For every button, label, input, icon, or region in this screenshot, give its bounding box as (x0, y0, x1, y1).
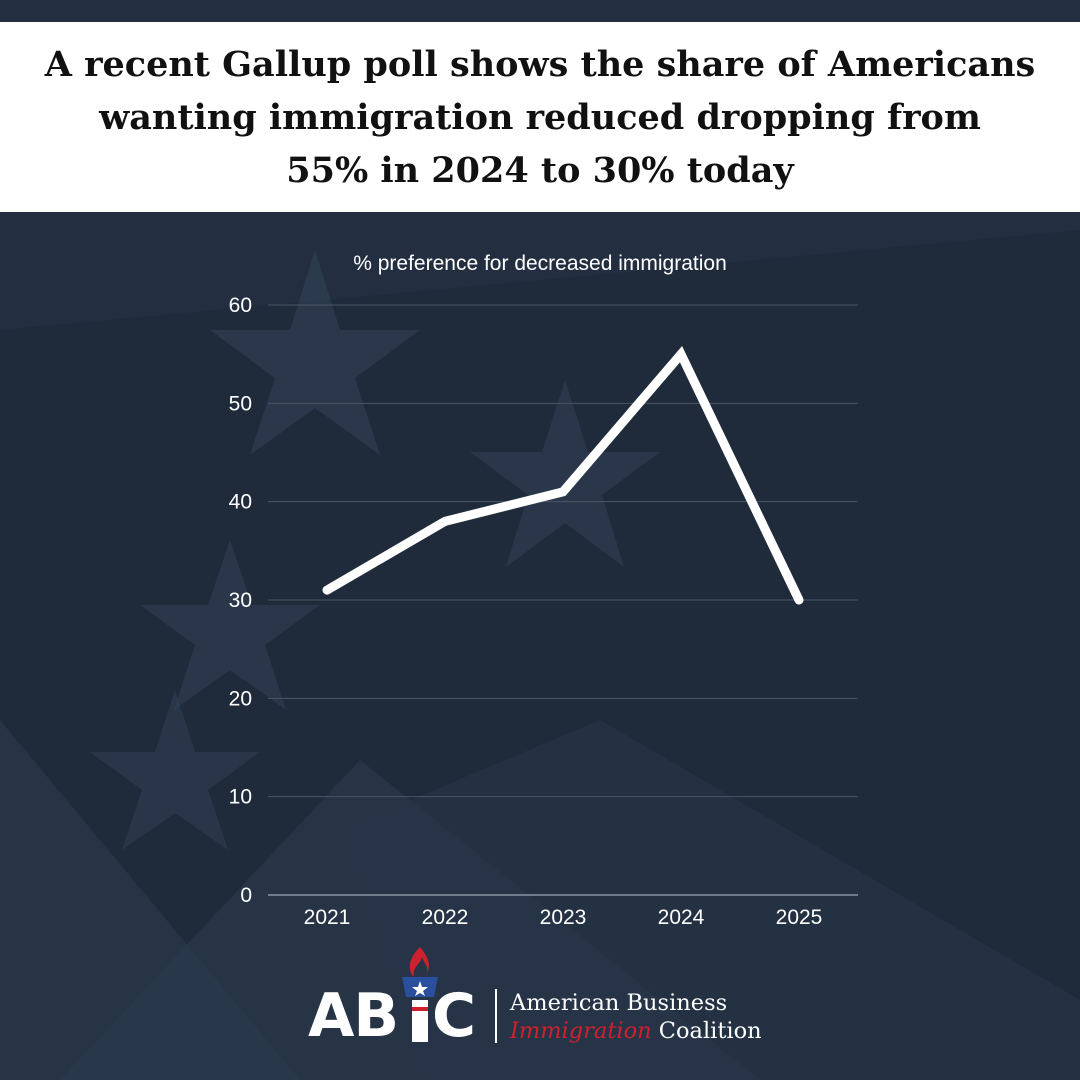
bg-star-1 (210, 250, 420, 455)
y-tick-label: 20 (229, 687, 252, 710)
series-line (322, 346, 804, 605)
y-tick-label: 30 (229, 589, 252, 612)
grid-layer (268, 304, 858, 896)
chart-title: % preference for decreased immigration (353, 252, 727, 275)
torch-icon (402, 947, 438, 1042)
abic-logo: AB C American Business Immigration Coali… (300, 945, 800, 1051)
x-axis: 2021 2022 2023 2024 2025 (304, 906, 823, 929)
headline-banner: A recent Gallup poll shows the share of … (0, 22, 1080, 212)
headline-line-2: wanting immigration reduced dropping fro… (99, 96, 981, 138)
headline-line-1: A recent Gallup poll shows the share of … (44, 43, 1036, 85)
x-tick-label: 2023 (540, 906, 587, 929)
bg-star-4 (90, 690, 260, 850)
y-tick-label: 50 (229, 392, 252, 415)
x-tick-label: 2024 (658, 906, 705, 929)
x-tick-label: 2021 (304, 906, 351, 929)
x-tick-label: 2025 (776, 906, 823, 929)
headline-line-3: 55% in 2024 to 30% today (286, 149, 794, 191)
series-layer (322, 346, 804, 605)
bg-star-3 (140, 540, 320, 710)
headline-title: A recent Gallup poll shows the share of … (10, 38, 1070, 197)
x-tick-label: 2022 (422, 906, 469, 929)
logo-name-rest: Coalition (651, 1018, 762, 1044)
logo-letters-ab: AB (308, 981, 399, 1051)
logo-name-line-2: Immigration Coalition (510, 1017, 762, 1045)
y-tick-label: 40 (229, 491, 252, 514)
bg-star-2 (470, 380, 660, 567)
y-axis: 0 10 20 30 40 50 60 (229, 294, 252, 907)
logo-name-highlight: Immigration (510, 1018, 652, 1044)
y-tick-label: 10 (229, 786, 252, 809)
logo-divider (495, 989, 497, 1043)
logo-name-line-1: American Business (510, 990, 728, 1016)
logo-letter-c: C (432, 981, 477, 1051)
y-tick-label: 60 (229, 294, 252, 317)
logo-org-name: American Business Immigration Coalition (510, 989, 762, 1045)
y-tick-label: 0 (240, 884, 252, 907)
